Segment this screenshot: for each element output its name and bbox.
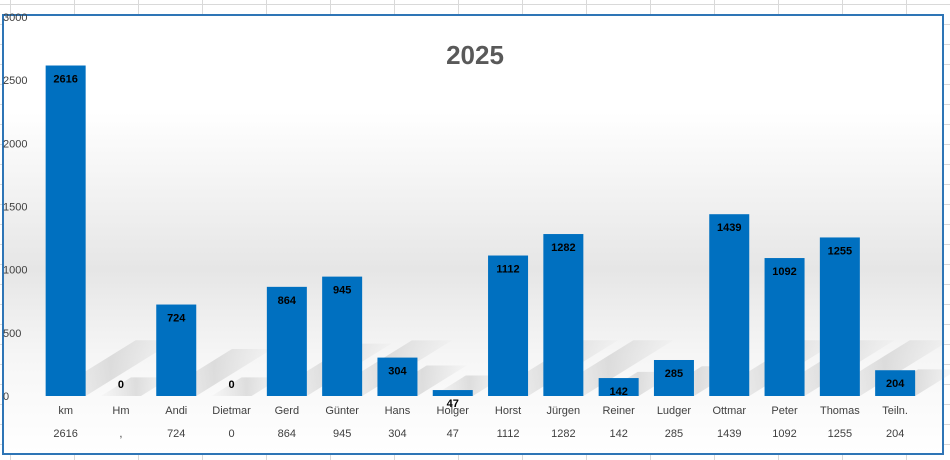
bar-thomas[interactable] — [819, 237, 860, 396]
table-value: 47 — [447, 428, 459, 440]
bar-peter[interactable] — [764, 258, 805, 396]
data-label: 1112 — [496, 264, 519, 276]
table-value: 1112 — [497, 428, 520, 440]
bar-shadow — [100, 377, 171, 396]
data-label: 2616 — [53, 74, 77, 86]
data-label: 0 — [228, 379, 234, 391]
table-value: 0 — [228, 428, 234, 440]
bar-jürgen[interactable] — [543, 234, 584, 396]
x-tick-label: Reiner — [602, 405, 635, 417]
x-tick-label: Dietmar — [212, 405, 251, 417]
table-value: 285 — [665, 428, 683, 440]
bar-teiln.[interactable] — [875, 370, 916, 396]
data-label: 285 — [665, 368, 683, 380]
bar-gerd[interactable] — [266, 286, 307, 396]
bar-horst[interactable] — [488, 255, 529, 396]
bar-reiner[interactable] — [598, 378, 639, 396]
data-label: 142 — [609, 386, 627, 398]
bar-ludger[interactable] — [653, 359, 694, 396]
x-tick-label: Hans — [385, 405, 411, 417]
table-value: 2616 — [53, 428, 77, 440]
table-value: , — [119, 428, 122, 440]
table-value: 1092 — [772, 428, 796, 440]
x-tick-label: Gerd — [275, 405, 299, 417]
data-label: 724 — [167, 313, 186, 325]
y-tick-label: 3000 — [3, 12, 27, 24]
y-tick-label: 2000 — [3, 138, 27, 150]
y-tick-label: 0 — [3, 391, 9, 403]
table-value: 1282 — [551, 428, 575, 440]
chart-title: 2025 — [446, 40, 504, 70]
bar-andi[interactable] — [156, 304, 197, 396]
x-tick-label: Jürgen — [547, 405, 581, 417]
table-value: 945 — [333, 428, 351, 440]
data-label: 945 — [333, 285, 351, 297]
table-value: 204 — [886, 428, 904, 440]
bar-ottmar[interactable] — [709, 214, 750, 396]
bar-km[interactable] — [45, 65, 86, 397]
bar-shadow — [211, 377, 282, 396]
x-tick-label: Günter — [325, 405, 359, 417]
y-tick-label: 1000 — [3, 265, 27, 277]
data-label: 1092 — [772, 266, 796, 278]
data-label: 0 — [118, 379, 124, 391]
table-value: 724 — [167, 428, 185, 440]
x-tick-label: Thomas — [820, 405, 860, 417]
data-label: 864 — [278, 295, 297, 307]
x-tick-label: Ludger — [657, 405, 692, 417]
table-value: 864 — [278, 428, 296, 440]
data-label: 204 — [886, 378, 905, 390]
x-tick-label: Andi — [165, 405, 187, 417]
data-label: 304 — [388, 366, 407, 378]
data-label: 1439 — [717, 222, 741, 234]
x-tick-label: Hm — [112, 405, 129, 417]
data-label: 1282 — [551, 242, 575, 254]
table-value: 1255 — [828, 428, 852, 440]
y-tick-label: 500 — [3, 328, 21, 340]
x-tick-label: Holger — [437, 405, 470, 417]
y-tick-label: 1500 — [3, 202, 27, 214]
bar-günter[interactable] — [322, 276, 363, 396]
x-tick-label: km — [58, 405, 73, 417]
x-tick-label: Ottmar — [712, 405, 746, 417]
data-label: 1255 — [828, 245, 852, 257]
table-value: 304 — [388, 428, 406, 440]
table-value: 142 — [609, 428, 627, 440]
bar-holger[interactable] — [432, 390, 473, 396]
x-tick-label: Peter — [771, 405, 798, 417]
table-value: 1439 — [717, 428, 741, 440]
x-tick-label: Teiln. — [882, 405, 908, 417]
bar-hans[interactable] — [377, 357, 418, 396]
x-tick-label: Horst — [495, 405, 521, 417]
data-label: 47 — [447, 398, 459, 410]
y-tick-label: 2500 — [3, 75, 27, 87]
